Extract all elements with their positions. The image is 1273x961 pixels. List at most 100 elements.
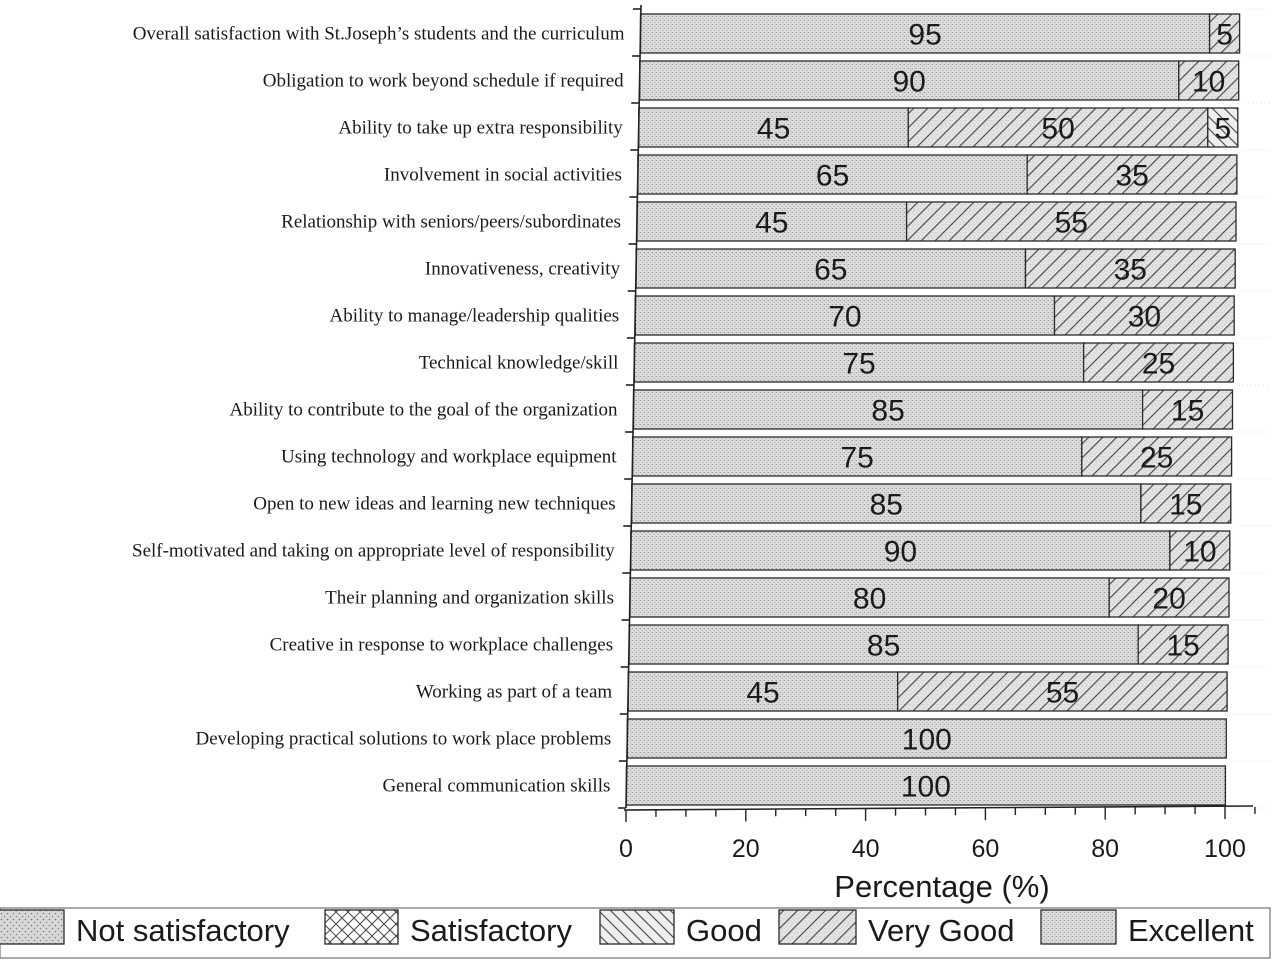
data-label: 100	[902, 724, 952, 757]
data-label: 25	[1140, 442, 1173, 475]
x-tick-label: 20	[732, 835, 760, 863]
x-tick-label: 0	[619, 835, 633, 863]
bar-segment	[1108, 577, 1230, 618]
x-tick-label: 60	[971, 835, 999, 863]
axes	[618, 4, 1256, 822]
x-tick-label: 40	[852, 835, 880, 863]
data-label: 55	[1046, 677, 1079, 710]
bar-segment	[1082, 342, 1235, 383]
category-label: Ability to take up extra responsibility	[338, 118, 623, 139]
category-label: Using technology and workplace equipment	[281, 447, 617, 468]
legend-label: Good	[686, 913, 762, 948]
category-label: Innovativeness, creativity	[425, 259, 621, 280]
bar-segment	[627, 671, 899, 712]
category-label: Developing practical solutions to work p…	[196, 729, 612, 750]
bar-segment	[1169, 530, 1231, 571]
bar-segment	[638, 107, 910, 148]
category-label: Ability to contribute to the goal of the…	[229, 400, 618, 421]
legend-frame	[0, 907, 1271, 959]
data-label: 5	[1214, 113, 1231, 146]
data-label: 85	[870, 489, 903, 522]
bar-segment	[1081, 436, 1233, 477]
bar-segment	[1207, 107, 1239, 148]
bar-segment	[629, 577, 1110, 618]
data-label: 35	[1115, 160, 1148, 193]
legend-label: Not satisfactory	[76, 913, 290, 948]
bar-segment	[639, 13, 1211, 54]
data-label: 10	[1192, 66, 1225, 99]
legend-swatch	[0, 909, 65, 945]
bar-segment	[1137, 624, 1229, 665]
category-label: Ability to manage/leadership qualities	[330, 306, 620, 327]
bar-segment	[637, 154, 1028, 195]
data-label: 65	[816, 160, 849, 193]
value-labels: 95 5 90 10 45 50 5 65 35 45 55 65 35 70 30 75 25 85 15 75 25…	[746, 19, 1233, 804]
bar-segment	[630, 530, 1171, 571]
data-label: 75	[842, 348, 875, 381]
data-label: 95	[908, 19, 941, 52]
data-label: 15	[1171, 395, 1204, 428]
bar-segment	[1141, 389, 1234, 430]
bars	[625, 13, 1241, 806]
bar-segment	[1026, 154, 1238, 195]
category-label: Obligation to work beyond schedule if re…	[263, 71, 624, 92]
legend-label: Excellent	[1128, 913, 1254, 948]
bar-segment	[1024, 248, 1236, 289]
legend-label: Satisfactory	[410, 913, 572, 948]
data-label: 85	[871, 395, 904, 428]
data-label: 15	[1166, 630, 1199, 663]
data-label: 100	[901, 771, 951, 804]
bar-segment	[905, 201, 1237, 242]
data-label: 50	[1041, 113, 1074, 146]
data-label: 70	[828, 301, 861, 334]
category-label: Technical knowledge/skill	[419, 353, 619, 374]
bar-segment	[635, 248, 1027, 289]
data-label: 5	[1216, 19, 1233, 52]
bar-segment	[636, 201, 908, 242]
category-label: Their planning and organization skills	[325, 588, 614, 609]
bar-segment	[1140, 483, 1232, 524]
category-label: Self-motivated and taking on appropriate…	[132, 541, 615, 562]
data-label: 10	[1183, 536, 1216, 569]
data-label: 65	[814, 254, 847, 287]
bar-segment	[634, 295, 1056, 336]
data-label: 85	[867, 630, 900, 663]
category-label: Involvement in social activities	[384, 165, 622, 186]
bar-segment	[1208, 13, 1241, 54]
x-tick-label: 100	[1204, 835, 1246, 863]
legend-swatch	[778, 909, 857, 945]
category-label: Working as part of a team	[416, 682, 613, 703]
legend-swatch	[324, 909, 399, 945]
legend-label: Very Good	[868, 913, 1014, 948]
x-ticks: 0 20 40 60 80 100	[619, 835, 1246, 863]
bar-segment	[628, 624, 1139, 665]
data-label: 45	[746, 677, 779, 710]
y-axis-line	[625, 4, 642, 809]
data-label: 80	[853, 583, 886, 616]
category-label: Creative in response to workplace challe…	[270, 635, 613, 656]
bar-segment	[1178, 60, 1240, 101]
x-tick-label: 80	[1091, 835, 1119, 863]
legend-swatch	[1040, 909, 1117, 945]
data-label: 35	[1114, 254, 1147, 287]
data-label: 20	[1152, 583, 1185, 616]
gridlines	[1231, 8, 1270, 809]
bar-segment	[897, 671, 1228, 712]
data-label: 75	[841, 442, 874, 475]
category-label: General communication skills	[382, 776, 610, 797]
bar-segment	[907, 107, 1209, 148]
x-axis-title: Percentage (%)	[834, 869, 1049, 904]
data-label: 30	[1128, 301, 1161, 334]
category-labels: Overall satisfaction with St.Joseph’s st…	[132, 24, 625, 797]
legend: Not satisfactory Satisfactory Good Very Goo…	[0, 907, 1271, 959]
bar-segment	[1053, 295, 1235, 336]
data-label: 90	[884, 536, 917, 569]
category-label: Overall satisfaction with St.Joseph’s st…	[133, 24, 625, 45]
data-label: 45	[755, 207, 788, 240]
category-label: Open to new ideas and learning new techn…	[253, 494, 615, 515]
bar-segment	[632, 389, 1144, 430]
category-label: Relationship with seniors/peers/subordin…	[281, 212, 621, 233]
x-axis-line	[623, 805, 1254, 811]
legend-swatch	[599, 909, 675, 945]
